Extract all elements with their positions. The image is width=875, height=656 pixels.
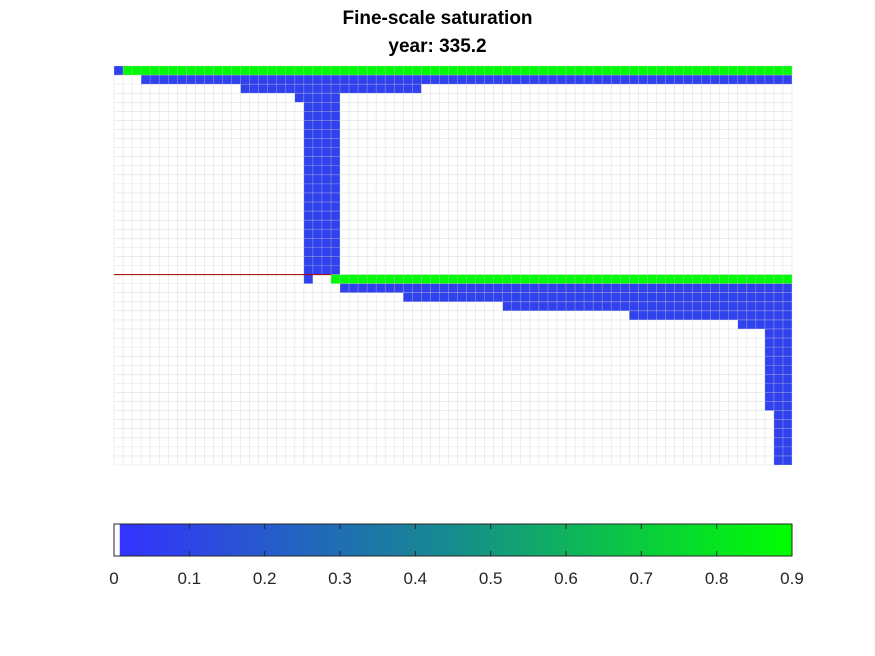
chart-title: Fine-scale saturation <box>342 8 533 29</box>
colorbar-tick-label: 0.5 <box>479 569 503 588</box>
colorbar-tick-label: 0.9 <box>780 569 804 588</box>
colorbar-tick-label: 0.4 <box>404 569 428 588</box>
colorbar-tick-label: 0.3 <box>328 569 352 588</box>
saturation-region-upper-top-band-left <box>114 66 124 76</box>
chart-subtitle: year: 335.2 <box>388 36 487 57</box>
colorbar-tick-label: 0.7 <box>630 569 654 588</box>
saturation-region-column-bottom-cell <box>303 274 313 284</box>
saturation-region-lower-third-row <box>403 292 792 302</box>
saturation-region-right-column-a <box>764 328 774 411</box>
colorbar-tick-label: 0.8 <box>705 569 729 588</box>
saturation-region-lower-top-band <box>330 274 792 284</box>
colorbar-tick-label: 0.1 <box>178 569 202 588</box>
saturation-region-column-step <box>294 93 304 103</box>
colorbar-tick-label: 0 <box>109 569 118 588</box>
colorbar-tick-label: 0.6 <box>554 569 578 588</box>
colorbar-tick-label: 0.2 <box>253 569 277 588</box>
colorbar <box>113 523 793 557</box>
